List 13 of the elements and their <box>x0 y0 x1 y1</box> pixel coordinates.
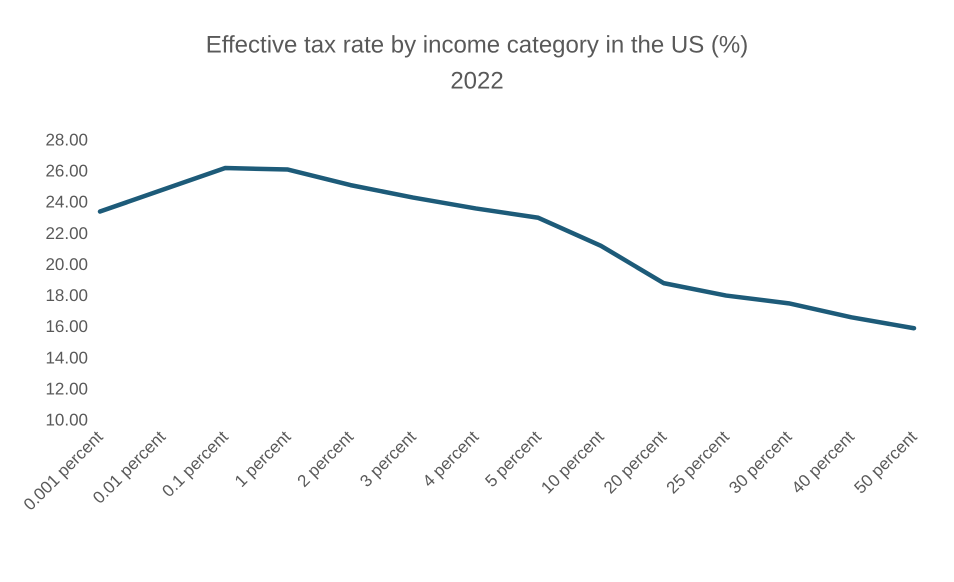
y-tick-label: 18.00 <box>45 286 88 306</box>
y-tick-label: 16.00 <box>45 317 88 336</box>
y-tick-label: 10.00 <box>45 410 88 430</box>
y-tick-label: 28.00 <box>45 130 88 150</box>
y-tick-label: 24.00 <box>45 192 88 212</box>
y-tick-label: 12.00 <box>45 379 88 398</box>
y-tick-label: 22.00 <box>45 224 88 243</box>
y-tick-label: 14.00 <box>45 348 88 368</box>
line-series <box>98 166 916 330</box>
y-tick-label: 26.00 <box>45 162 88 181</box>
chart-title: Effective tax rate by income category in the US (%) <box>206 32 748 58</box>
y-tick-label: 20.00 <box>45 254 88 274</box>
chart-subtitle: 2022 <box>450 68 504 94</box>
